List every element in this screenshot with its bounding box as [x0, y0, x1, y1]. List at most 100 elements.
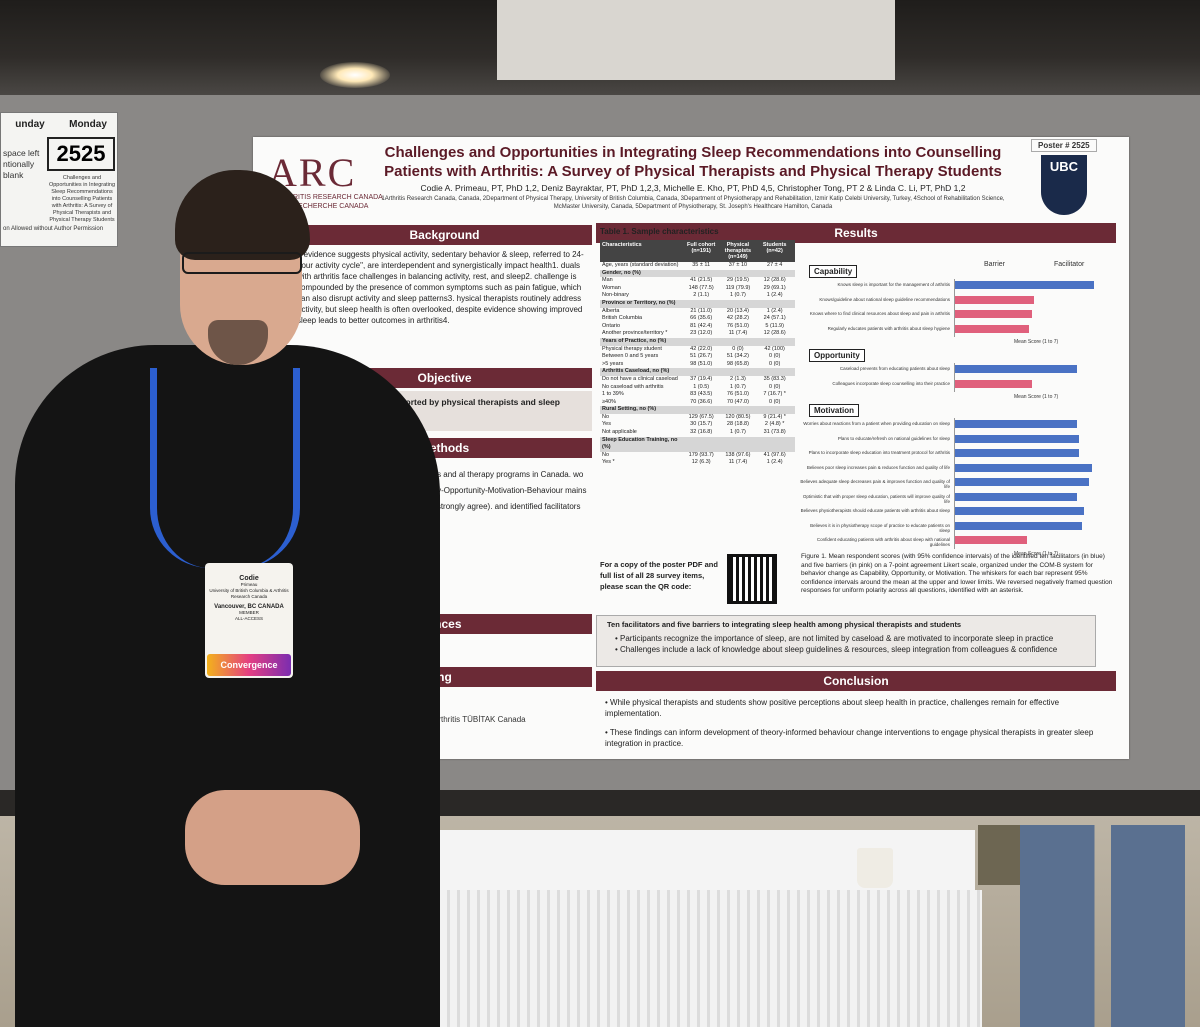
table-cell: 0 (0) — [732, 345, 744, 352]
table-row: Province or Territory, no (%) — [600, 299, 795, 308]
table-cell: 148 (77.5) — [688, 284, 714, 291]
paper-cup — [857, 848, 893, 888]
sample-table: Characteristics Full cohort (n=191) Phys… — [600, 240, 795, 467]
chart-bar-facilitator — [954, 478, 1089, 486]
chart-bar-label: Believes physiotherapists should educate… — [800, 508, 950, 513]
table-row: Physical therapy student 42 (22.0) 0 (0) 42… — [600, 346, 795, 354]
table-cell: 21 (11.0) — [690, 307, 712, 314]
table-row: Years of Practice, no (%) — [600, 337, 795, 346]
glasses — [182, 252, 302, 274]
legend-barrier: Barrier — [984, 261, 1006, 268]
table-cell: 12 (28.6) — [763, 277, 786, 284]
lanyard — [150, 368, 300, 568]
funder-logos: Arthritis TÜBİTAK Canada — [433, 715, 526, 724]
table-cell: 0 (0) — [768, 360, 781, 367]
table-cell: 29 (19.5) — [726, 277, 749, 284]
table-row: No caseload with arthritis 1 (0.5) 1 (0.7)… — [600, 384, 795, 392]
table-cell: 98 (65.8) — [726, 360, 749, 367]
table-row: Yes 30 (15.7) 28 (18.8) 2 (4.8) * — [600, 421, 795, 429]
table-cell: Do not have a clinical caseload — [602, 375, 678, 382]
poster-authors: Codie A. Primeau, PT, PhD 1,2, Deniz Bay… — [420, 183, 966, 193]
bystander-legs — [1020, 825, 1185, 1027]
chart-bar-label: Believes it is in physiotherapy scope of… — [810, 522, 950, 533]
table-cell: 76 (51.0) — [726, 322, 749, 329]
qr-instructions: For a copy of the poster PDF and full li… — [600, 560, 718, 591]
key-finding: • Challenges include a lack of knowledge… — [615, 645, 1058, 654]
table-cell: 1 (2.4) — [766, 307, 783, 314]
table-cell: 1 (0.7) — [729, 429, 746, 436]
table-cell — [683, 406, 720, 414]
table-cell: 23 (12.0) — [690, 330, 713, 337]
table-header-cell: Students (n=42) — [762, 242, 787, 254]
table-cell — [756, 300, 793, 308]
chart-bar-facilitator — [954, 463, 1092, 472]
table-row: Gender, no (%) — [600, 269, 795, 278]
table-cell: 120 (80.5) — [725, 413, 751, 420]
table-cell: Yes * — [602, 459, 615, 466]
table-row: Do not have a clinical caseload 37 (19.4)… — [600, 376, 795, 384]
results-chart: Barrier Facilitator Capability Knows slee… — [800, 257, 1114, 557]
chart-bar-facilitator — [954, 492, 1077, 501]
key-findings-box: Ten facilitators and five barriers to in… — [596, 615, 1096, 667]
table-cell: 30 (15.7) — [690, 421, 713, 428]
table-cell: No — [602, 413, 610, 420]
table-cell: Man — [602, 277, 613, 284]
table-cell: Between 0 and 5 years — [602, 353, 659, 360]
table-cell: 35 (83.3) — [763, 375, 786, 382]
table-cell: 32 (16.8) — [690, 429, 713, 436]
chart-bar-label: Plans to incorporate sleep education int… — [808, 450, 950, 455]
chart-bar-facilitator — [954, 281, 1094, 289]
table-row: Man 41 (21.5) 29 (19.5) 12 (28.6) — [600, 277, 795, 285]
table-cell — [756, 270, 793, 278]
table-cell: Another province/territory * — [602, 330, 668, 337]
table-row: Arthritis Caseload, no (%) — [600, 368, 795, 376]
table-row: No 129 (67.5) 120 (80.5) 9 (21.4) * — [600, 414, 795, 422]
table-row: No 179 (93.7) 138 (97.6) 41 (97.6) — [600, 452, 795, 460]
table-cell: 27 ± 4 — [767, 262, 783, 268]
conclusion-heading: Conclusion — [596, 671, 1116, 691]
chart-bar-label: Believes poor sleep increases pain & red… — [806, 464, 950, 470]
table-cell: Arthritis Caseload, no (%) — [602, 368, 670, 375]
table-cell: 0 (0) — [768, 398, 781, 405]
table-header: Characteristics Full cohort (n=191) Phys… — [600, 240, 795, 262]
table-cell — [683, 300, 720, 308]
table-cell: Not applicable — [602, 429, 637, 436]
table-cell: 9 (21.4) * — [763, 413, 786, 420]
table-cell: Years of Practice, no (%) — [602, 337, 667, 344]
table-cell: 2 (4.8) * — [764, 421, 785, 428]
table-cell: No — [602, 451, 610, 458]
background-text: g evidence suggests physical activity, s… — [297, 250, 584, 325]
results-heading: Results — [596, 223, 1116, 243]
table-cell: 29 (69.1) — [763, 284, 786, 291]
table-cell: Age, years (standard deviation) — [602, 262, 679, 268]
table-cell — [720, 270, 757, 278]
ceiling-light — [320, 62, 390, 88]
table-cell: ≥40% — [602, 398, 617, 405]
table-cell: 70 (36.6) — [690, 398, 713, 405]
badge-location: Vancouver, BC CANADA — [214, 604, 284, 610]
table-cell: 119 (79.9) — [725, 284, 751, 291]
table-cell: 37 (19.4) — [690, 375, 713, 382]
badge-organization: University of British Columbia & Arthrit… — [209, 588, 289, 599]
key-finding: • Participants recognize the importance … — [615, 634, 1054, 643]
table-row: ≥40% 70 (36.6) 70 (47.0) 0 (0) — [600, 399, 795, 407]
chart-axis-title: Mean Score (1 to 7) — [1014, 394, 1059, 400]
table-cell: 70 (47.0) — [726, 398, 749, 405]
table-cell — [683, 368, 720, 376]
table-cell — [720, 406, 757, 414]
chart-bar-facilitator — [954, 507, 1084, 515]
table-cell — [683, 270, 720, 278]
chart-axis-line — [954, 279, 955, 337]
table-cell: Rural Setting, no (%) — [602, 406, 657, 413]
table-title: Table 1. Sample characteristics — [600, 227, 719, 236]
table-cell: 1 (0.7) — [729, 383, 746, 390]
qr-code[interactable] — [727, 554, 777, 604]
table-cell: 42 (22.0) — [690, 345, 713, 352]
chart-bar-label: Knows sleep is important for the managem… — [837, 282, 950, 287]
table-cell: 41 (21.5) — [690, 277, 713, 284]
table-cell: 83 (43.5) — [690, 391, 713, 398]
table-row: Alberta 21 (11.0) 20 (13.4) 1 (2.4) — [600, 308, 795, 316]
chart-bar-facilitator — [954, 365, 1077, 373]
chart-axis-line — [954, 418, 955, 549]
table-cell — [756, 338, 793, 346]
